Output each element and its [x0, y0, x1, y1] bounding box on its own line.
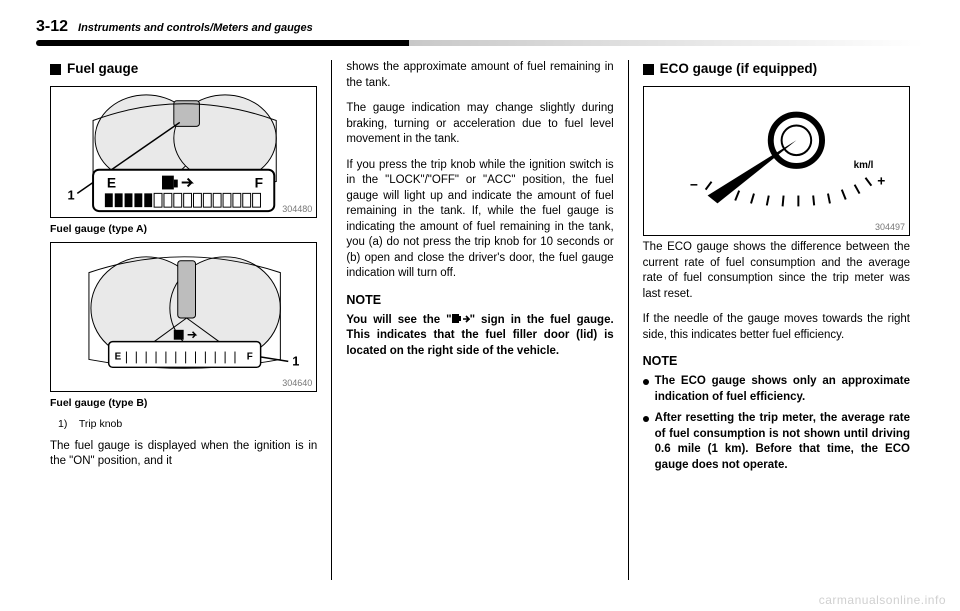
body-text: The ECO gauge shows the difference betwe… — [643, 240, 910, 302]
content-columns: Fuel gauge 1 E F — [36, 60, 924, 580]
fuel-pump-arrow-icon — [452, 313, 470, 324]
svg-text:+: + — [877, 173, 885, 189]
note-text: You will see the "" sign in the fuel gau… — [346, 313, 613, 360]
svg-text:E: E — [115, 352, 122, 363]
section-title-fuel-gauge: Fuel gauge — [50, 60, 317, 78]
column-3: ECO gauge (if equipped) — [628, 60, 924, 580]
note-part-a: You will see the " — [346, 314, 451, 326]
note-bullet: The ECO gauge shows only an approximate … — [643, 374, 910, 405]
section-title-text: Fuel gauge — [67, 60, 138, 78]
page-number: 3-12 — [36, 18, 68, 36]
figure-number: 304480 — [282, 203, 312, 215]
figure-caption-a: Fuel gauge (type A) — [50, 222, 317, 236]
figure-caption-b: Fuel gauge (type B) — [50, 396, 317, 410]
body-text: The gauge indication may change slightly… — [346, 101, 613, 148]
section-marker-icon — [643, 64, 654, 75]
legend-num: 1) — [58, 418, 67, 430]
column-2: shows the approximate amount of fuel rem… — [331, 60, 627, 580]
section-title-text: ECO gauge (if equipped) — [660, 60, 818, 78]
bullet-text: After resetting the trip meter, the aver… — [655, 411, 910, 473]
svg-text:E: E — [107, 176, 116, 191]
svg-text:F: F — [247, 352, 253, 363]
svg-text:F: F — [255, 176, 263, 191]
note-heading: NOTE — [346, 292, 613, 309]
body-text: If the needle of the gauge moves towards… — [643, 312, 910, 343]
bullet-text: The ECO gauge shows only an approximate … — [655, 374, 910, 405]
note-heading: NOTE — [643, 353, 910, 370]
watermark: carmanualsonline.info — [819, 593, 946, 607]
body-text: If you press the trip knob while the ign… — [346, 158, 613, 282]
svg-text:1: 1 — [292, 354, 299, 369]
legend-text: Trip knob — [79, 418, 122, 430]
figure-legend: 1) Trip knob — [50, 417, 317, 431]
svg-text:km/l: km/l — [853, 160, 873, 171]
breadcrumb: Instruments and controls/Meters and gaug… — [78, 22, 313, 34]
figure-fuel-gauge-type-b: 1 E F — [50, 242, 317, 392]
body-text: shows the approximate amount of fuel rem… — [346, 60, 613, 91]
column-1: Fuel gauge 1 E F — [36, 60, 331, 580]
bullet-icon — [643, 416, 649, 422]
section-marker-icon — [50, 64, 61, 75]
figure-number: 304640 — [282, 377, 312, 389]
svg-text:−: − — [689, 177, 697, 193]
figure-number: 304497 — [875, 221, 905, 233]
body-text: The fuel gauge is displayed when the ign… — [50, 439, 317, 470]
note-bullet: After resetting the trip meter, the aver… — [643, 411, 910, 473]
header-divider — [36, 40, 924, 46]
figure-fuel-gauge-type-a: 1 E F — [50, 86, 317, 218]
svg-text:1: 1 — [67, 187, 74, 202]
bullet-icon — [643, 379, 649, 385]
figure-eco-gauge: − + km/l 304497 — [643, 86, 910, 236]
section-title-eco-gauge: ECO gauge (if equipped) — [643, 60, 910, 78]
